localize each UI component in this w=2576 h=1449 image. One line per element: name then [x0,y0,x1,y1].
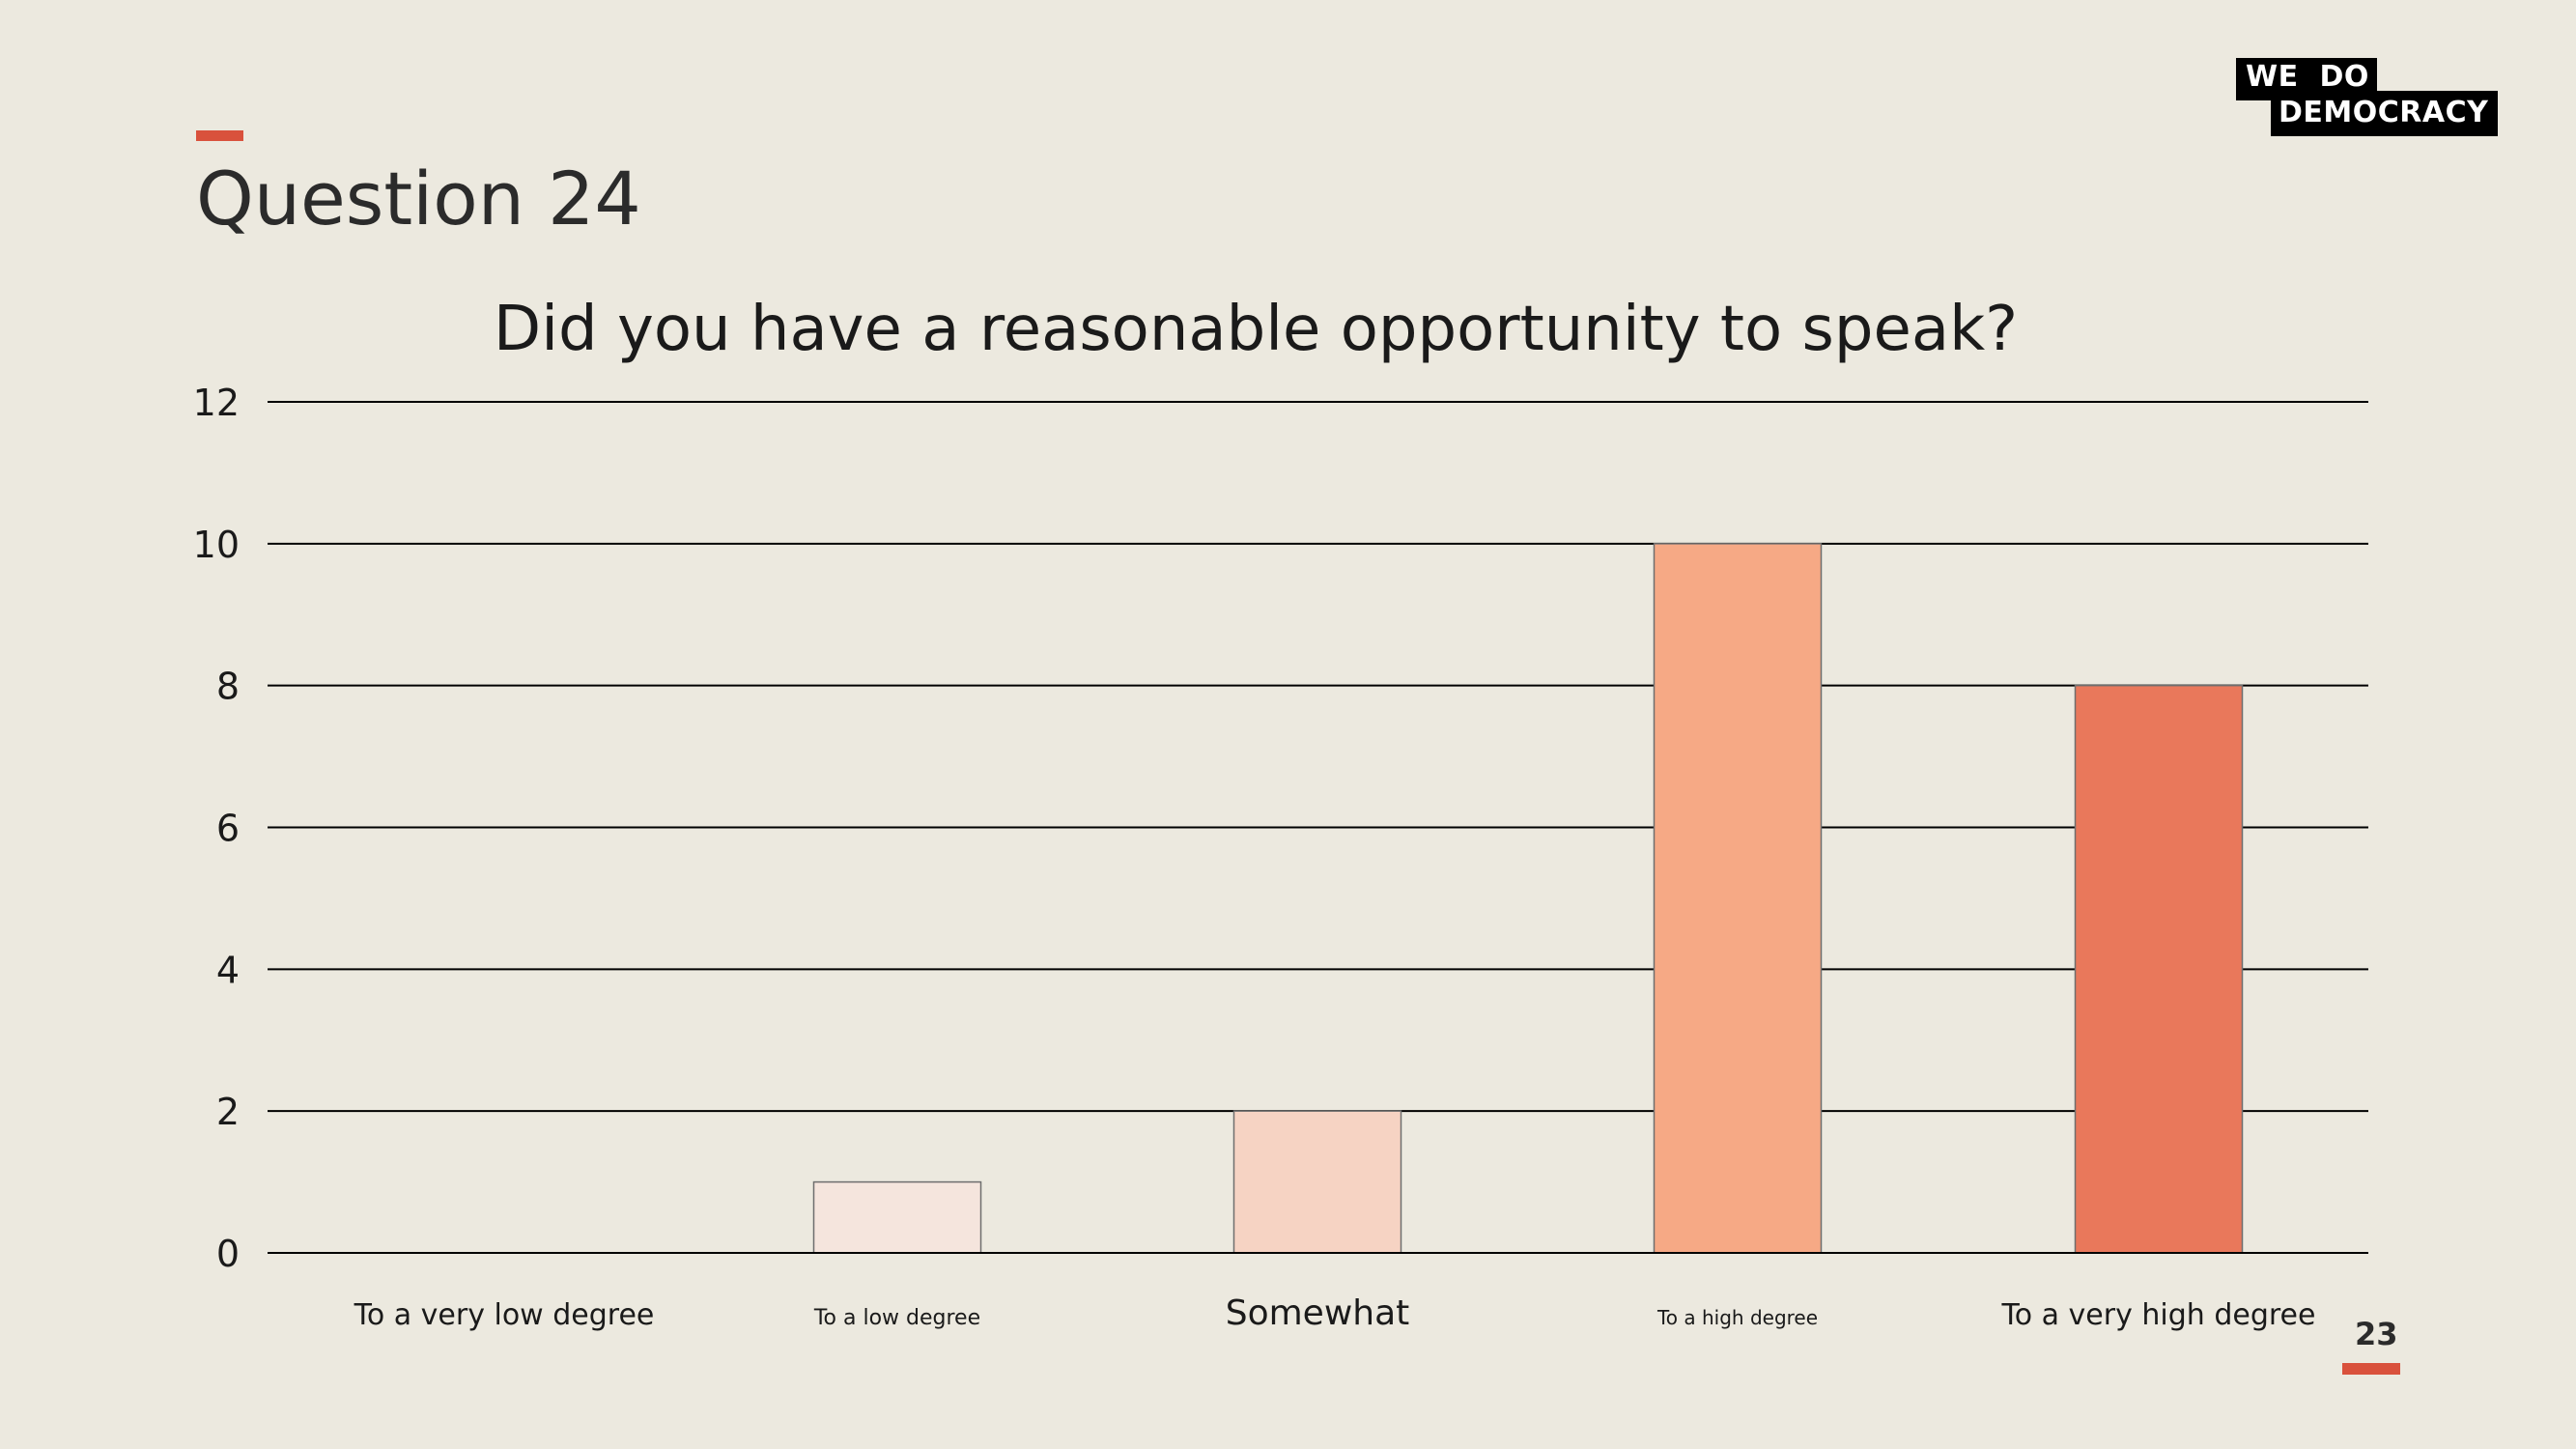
bar-4 [1653,543,1823,1254]
bottom-accent-bar [2342,1363,2400,1375]
y-tick-label-4: 4 [216,949,240,991]
logo-line-2: DEMOCRACY [2271,91,2499,136]
page-title: Question 24 [196,156,641,242]
bar-2 [812,1180,982,1254]
bar-5 [2074,684,2244,1254]
bar-3 [1232,1110,1402,1254]
y-tick-label-0: 0 [216,1233,240,1275]
x-category-label-3: Somewhat [1226,1293,1410,1333]
chart-title: Did you have a reasonable opportunity to… [494,294,2018,365]
we-do-democracy-logo: WE DO DEMOCRACY [2236,58,2499,137]
x-category-label-2: To a low degree [813,1306,980,1330]
y-tick-label-10: 10 [193,524,240,566]
y-tick-label-12: 12 [193,382,240,424]
x-category-label-1: To a very low degree [354,1298,655,1332]
y-tick-label-8: 8 [216,666,240,708]
x-category-label-4: To a high degree [1656,1306,1818,1329]
page-number: 23 [2355,1316,2398,1352]
top-accent-bar [196,130,243,141]
x-category-label-5: To a very high degree [2001,1298,2316,1332]
y-tick-label-6: 6 [216,808,240,850]
y-tick-label-2: 2 [216,1091,240,1133]
